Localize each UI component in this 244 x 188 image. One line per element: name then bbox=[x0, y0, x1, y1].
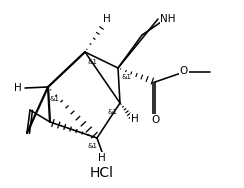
Text: NH: NH bbox=[160, 14, 176, 24]
Text: &1: &1 bbox=[87, 59, 97, 65]
Text: H: H bbox=[131, 114, 139, 124]
Text: &1: &1 bbox=[108, 109, 118, 115]
Text: &1: &1 bbox=[50, 96, 60, 102]
Text: HCl: HCl bbox=[90, 166, 114, 180]
Text: H: H bbox=[98, 153, 106, 163]
Text: &1: &1 bbox=[87, 143, 97, 149]
Text: H: H bbox=[14, 83, 22, 93]
Text: O: O bbox=[180, 66, 188, 76]
Text: H: H bbox=[103, 14, 111, 24]
Text: O: O bbox=[151, 115, 159, 125]
Text: &1: &1 bbox=[122, 74, 132, 80]
